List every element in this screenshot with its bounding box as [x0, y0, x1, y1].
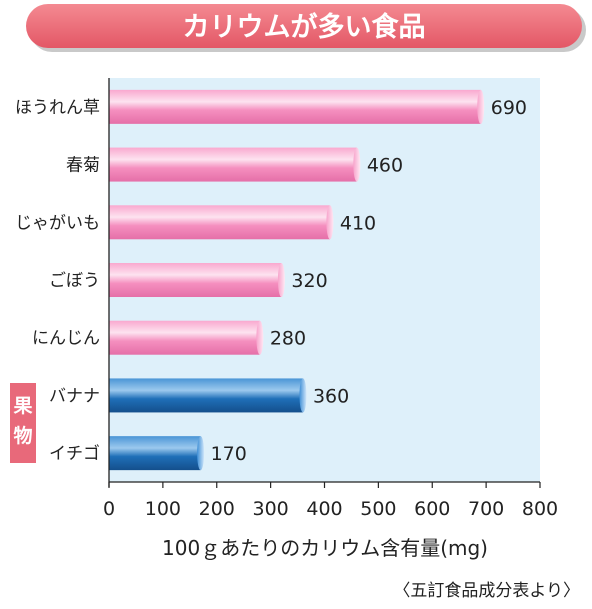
bar-value-label: 320 [291, 270, 327, 292]
bar-value-label: 170 [211, 443, 247, 465]
bar-vegetable [109, 263, 282, 297]
bar-end-cap [353, 147, 361, 182]
bar-fruit [109, 378, 303, 413]
fruit-tag-bg [10, 383, 36, 463]
fruit-tag: 果 物 [10, 383, 36, 463]
category-label: ほうれん草 [15, 98, 100, 118]
category-label: ごぼう [49, 271, 100, 291]
value-labels-layer: 690 460 410 320 280 360 170 [211, 97, 527, 465]
x-axis-label: 100ｇあたりのカリウム含有量(mg) [162, 536, 488, 560]
bar-end-cap [477, 89, 485, 124]
source-note: 〈五訂食品成分表より〉 [393, 581, 580, 601]
x-tick-label: 800 [522, 498, 558, 520]
bar-fruit [109, 436, 201, 471]
bar-value-label: 280 [270, 328, 306, 350]
bar-end-cap [326, 205, 334, 240]
category-label: じゃがいも [15, 213, 100, 233]
x-tick-label: 400 [306, 498, 342, 520]
bar-end-cap [299, 378, 307, 413]
x-tick-label: 500 [360, 498, 396, 520]
x-tick-label: 300 [252, 498, 288, 520]
bar-end-cap [277, 263, 285, 297]
bar-value-label: 690 [491, 97, 527, 119]
x-tick-label: 600 [414, 498, 450, 520]
x-tick-label: 700 [468, 498, 504, 520]
bar-vegetable [109, 147, 357, 182]
category-label: 春菊 [66, 156, 100, 176]
category-label: イチゴ [49, 443, 100, 464]
bar-vegetable [109, 320, 260, 355]
bar-end-cap [197, 436, 205, 471]
x-tick-label: 100 [145, 498, 181, 520]
bar-value-label: 360 [313, 385, 349, 407]
bar-vegetable [109, 89, 481, 124]
chart-title: カリウムが多い食品 [183, 11, 426, 43]
fruit-tag-char: 果 [12, 395, 32, 417]
x-tick-label: 200 [199, 498, 235, 520]
x-tick-label: 0 [103, 498, 115, 520]
category-label: にんじん [32, 329, 100, 349]
title-banner: カリウムが多い食品 [26, 4, 586, 52]
x-ticks-layer: 0 100 200 300 400 500 600 700 800 [103, 482, 558, 520]
category-label: バナナ [49, 386, 100, 406]
fruit-tag-char: 物 [13, 424, 32, 447]
bar-vegetable [109, 205, 330, 240]
bar-end-cap [256, 320, 264, 355]
bar-value-label: 460 [367, 155, 403, 177]
title-banner-bg [26, 4, 582, 48]
bars-layer [109, 89, 485, 471]
bar-value-label: 410 [340, 212, 376, 234]
